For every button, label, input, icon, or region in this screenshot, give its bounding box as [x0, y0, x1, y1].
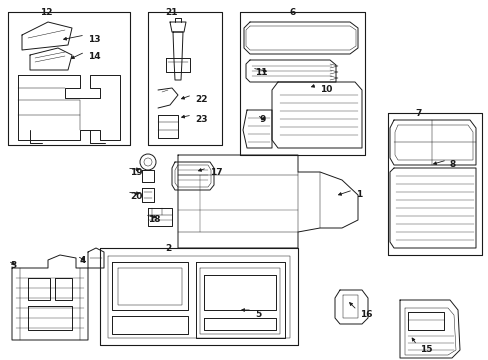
Text: 15: 15: [419, 345, 431, 354]
Text: 19: 19: [130, 168, 142, 177]
Text: 18: 18: [148, 215, 160, 224]
Text: 14: 14: [88, 52, 101, 61]
Text: 22: 22: [195, 95, 207, 104]
Text: 11: 11: [254, 68, 267, 77]
Text: 9: 9: [260, 115, 266, 124]
Text: 10: 10: [319, 85, 332, 94]
Text: 7: 7: [414, 109, 421, 118]
Text: 2: 2: [164, 244, 171, 253]
Text: 17: 17: [209, 168, 222, 177]
Text: 13: 13: [88, 35, 101, 44]
Text: 6: 6: [289, 8, 296, 17]
Text: 4: 4: [80, 256, 86, 265]
Text: 3: 3: [10, 261, 16, 270]
Text: 12: 12: [40, 8, 52, 17]
Text: 1: 1: [355, 190, 362, 199]
Text: 23: 23: [195, 115, 207, 124]
Text: 5: 5: [254, 310, 261, 319]
Text: 21: 21: [164, 8, 177, 17]
Text: 16: 16: [359, 310, 372, 319]
Text: 20: 20: [130, 192, 142, 201]
Text: 8: 8: [449, 160, 455, 169]
